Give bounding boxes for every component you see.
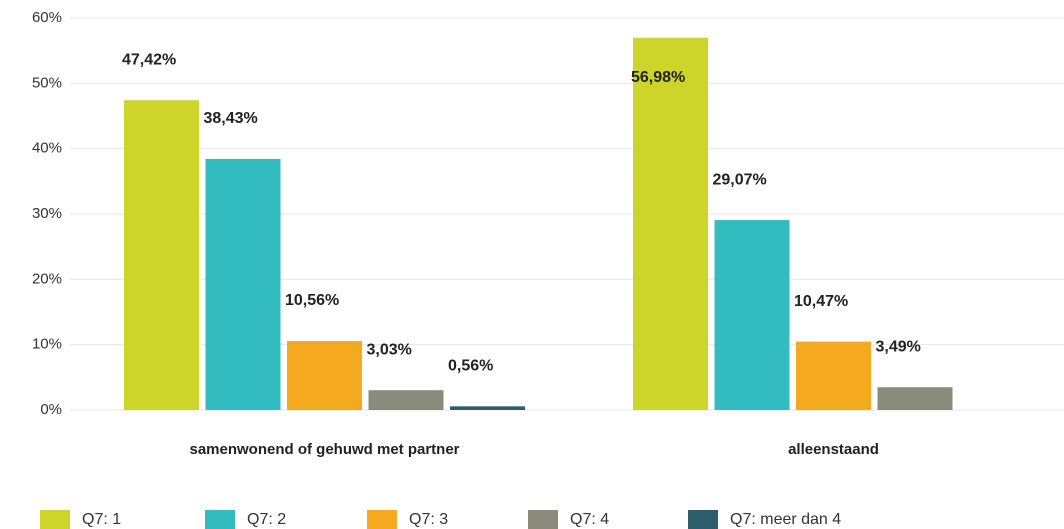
legend-label: Q7: 1 [82,511,121,528]
bar [124,100,199,410]
bar [368,390,444,410]
legend-swatch [528,510,558,529]
legend-swatch [40,510,70,529]
y-tick-label: 60% [32,9,62,26]
x-category-label: alleenstaand [664,440,1004,460]
legend-label: Q7: 4 [570,511,609,528]
x-category-text: samenwonend of gehuwd met partner [189,441,460,458]
legend-swatch [205,510,235,529]
legend-label: Q7: meer dan 4 [730,511,841,528]
y-tick-label: 50% [32,74,62,91]
data-label: 10,47% [794,293,848,310]
bar [450,406,525,410]
bar [796,341,871,410]
bar [877,387,953,410]
legend-label: Q7: 2 [247,511,286,528]
data-label: 38,43% [204,110,258,127]
y-tick-label: 30% [32,205,62,222]
data-label: 3,49% [876,338,921,355]
bar [287,341,362,410]
x-category-label: samenwonend of gehuwd met partner [155,440,495,460]
x-category-text: alleenstaand [788,441,879,458]
data-label: 29,07% [713,171,767,188]
y-tick-label: 20% [32,270,62,287]
data-label: 0,56% [448,358,493,375]
data-label: 56,98% [631,69,685,86]
legend-label: Q7: 3 [409,511,448,528]
data-label: 3,03% [367,341,412,358]
legend-swatch [367,510,397,529]
y-tick-label: 0% [40,401,62,418]
bar [714,220,790,410]
bar [205,158,281,410]
data-label: 10,56% [285,292,339,309]
y-tick-label: 10% [32,336,62,353]
data-label: 47,42% [122,51,176,68]
legend-swatch [688,510,718,529]
y-tick-label: 40% [32,140,62,157]
bar [633,37,708,411]
